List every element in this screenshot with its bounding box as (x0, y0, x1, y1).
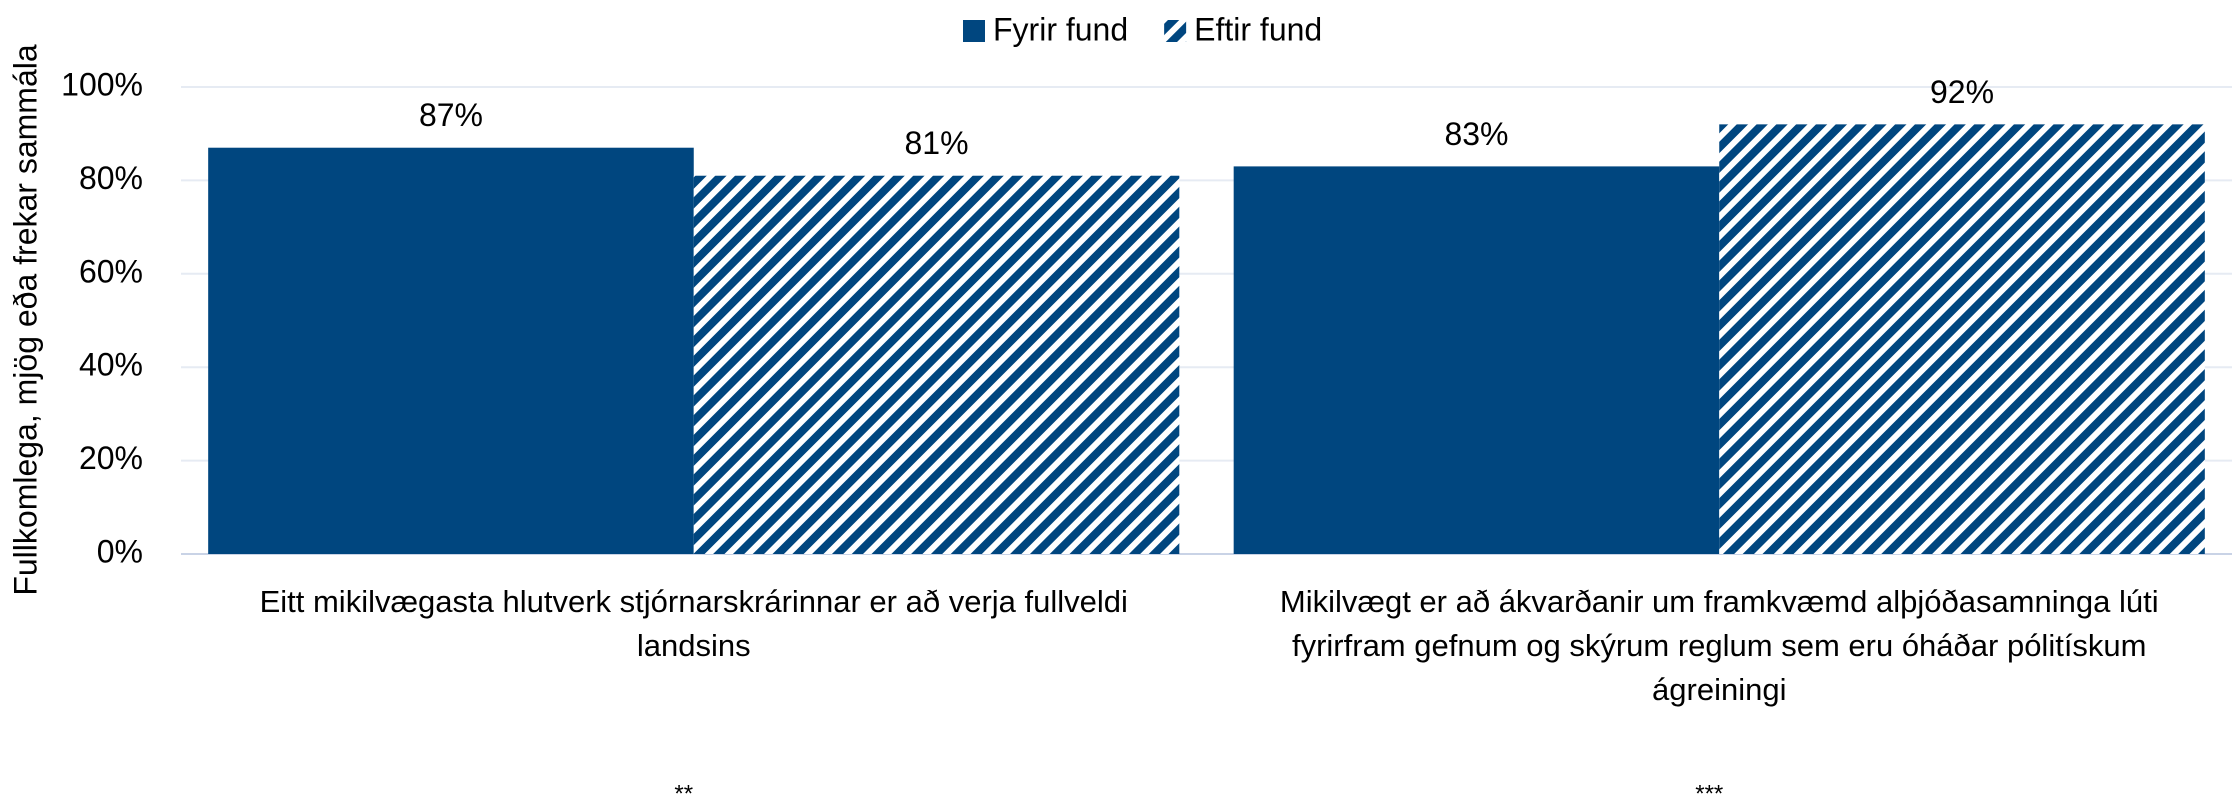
value-label: 92% (1930, 74, 1994, 110)
legend-label: Fyrir fund (993, 11, 1128, 47)
bar (1233, 166, 1720, 554)
y-tick-label: 20% (79, 440, 143, 476)
x-tick-label: Eitt mikilvægasta hlutverk stjórnarskrár… (259, 584, 1128, 663)
legend-label: Eftir fund (1194, 11, 1322, 47)
y-tick-label: 0% (97, 533, 143, 569)
legend-swatch (963, 20, 985, 42)
y-tick-label: 80% (79, 160, 143, 196)
value-label: 87% (419, 97, 483, 133)
legend-swatch (1164, 20, 1187, 42)
y-axis-label: Fullkomlega, mjög eða frekar sammála (7, 44, 43, 596)
value-label: 83% (1444, 116, 1508, 152)
value-label: 81% (905, 125, 969, 161)
y-tick-label: 40% (79, 347, 143, 383)
bar (208, 147, 694, 554)
bar (1719, 124, 2205, 555)
annotation: ** (674, 780, 693, 803)
y-tick-label: 100% (61, 66, 143, 102)
annotation: *** (1695, 780, 1723, 803)
bar (693, 175, 1180, 555)
x-tick-label: Mikilvægt er að ákvarðanir um framkvæmd … (1279, 584, 2159, 707)
y-tick-label: 60% (79, 253, 143, 289)
